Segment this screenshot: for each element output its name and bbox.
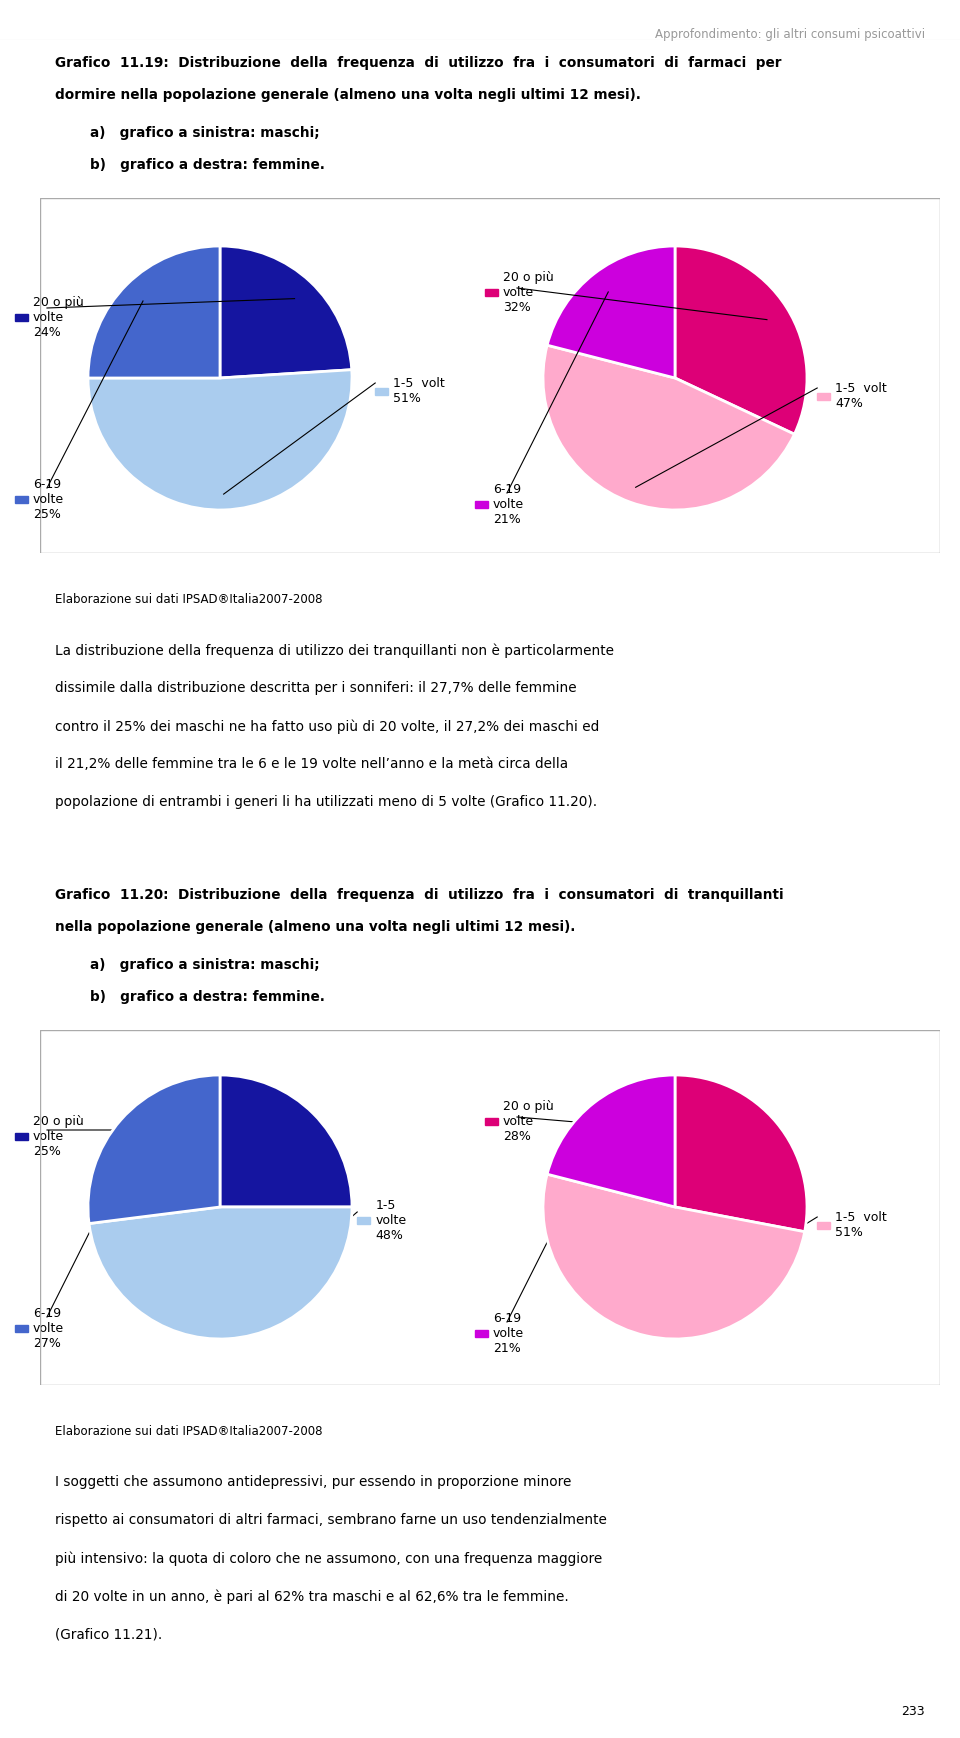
Text: dormire nella popolazione generale (almeno una volta negli ultimi 12 mesi).: dormire nella popolazione generale (alme… — [55, 89, 641, 103]
Text: b)   grafico a destra: femmine.: b) grafico a destra: femmine. — [90, 991, 324, 1005]
Text: 6-19
volte
21%: 6-19 volte 21% — [493, 483, 524, 527]
Bar — [357, 1217, 371, 1224]
Text: I soggetti che assumono antidepressivi, pur essendo in proporzione minore: I soggetti che assumono antidepressivi, … — [55, 1476, 571, 1489]
Text: a)   grafico a sinistra: maschi;: a) grafico a sinistra: maschi; — [90, 958, 320, 972]
Wedge shape — [675, 1076, 807, 1232]
Wedge shape — [220, 1076, 352, 1206]
Bar — [475, 501, 488, 507]
Text: 1-5  volt
51%: 1-5 volt 51% — [394, 377, 444, 405]
Bar — [375, 388, 388, 395]
Text: 233: 233 — [901, 1705, 925, 1717]
Text: nella popolazione generale (almeno una volta negli ultimi 12 mesi).: nella popolazione generale (almeno una v… — [55, 919, 575, 933]
Text: rispetto ai consumatori di altri farmaci, sembrano farne un uso tendenzialmente: rispetto ai consumatori di altri farmaci… — [55, 1514, 607, 1528]
Wedge shape — [547, 1076, 675, 1206]
Text: (Grafico 11.21).: (Grafico 11.21). — [55, 1627, 162, 1641]
Text: il 21,2% delle femmine tra le 6 e le 19 volte nell’anno e la metà circa della: il 21,2% delle femmine tra le 6 e le 19 … — [55, 758, 568, 772]
Bar — [817, 1222, 830, 1229]
Text: 1-5  volt
51%: 1-5 volt 51% — [835, 1211, 887, 1239]
Text: popolazione di entrambi i generi li ha utilizzati meno di 5 volte (Grafico 11.20: popolazione di entrambi i generi li ha u… — [55, 794, 597, 808]
Text: a)   grafico a sinistra: maschi;: a) grafico a sinistra: maschi; — [90, 125, 320, 141]
Wedge shape — [220, 247, 351, 377]
Text: più intensivo: la quota di coloro che ne assumono, con una frequenza maggiore: più intensivo: la quota di coloro che ne… — [55, 1550, 602, 1566]
Text: di 20 volte in un anno, è pari al 62% tra maschi e al 62,6% tra le femmine.: di 20 volte in un anno, è pari al 62% tr… — [55, 1589, 568, 1604]
Text: 20 o più
volte
25%: 20 o più volte 25% — [33, 1114, 84, 1158]
Bar — [485, 289, 498, 295]
Text: Grafico  11.20:  Distribuzione  della  frequenza  di  utilizzo  fra  i  consumat: Grafico 11.20: Distribuzione della frequ… — [55, 888, 783, 902]
Wedge shape — [89, 1206, 352, 1338]
Text: Elaborazione sui dati IPSAD®Italia2007-2008: Elaborazione sui dati IPSAD®Italia2007-2… — [55, 593, 323, 607]
Bar — [15, 1324, 28, 1331]
Wedge shape — [88, 1076, 220, 1224]
Text: 20 o più
volte
28%: 20 o più volte 28% — [503, 1100, 554, 1144]
Text: 6-19
volte
25%: 6-19 volte 25% — [33, 478, 64, 521]
Text: 20 o più
volte
24%: 20 o più volte 24% — [33, 295, 84, 339]
Text: 1-5
volte
48%: 1-5 volte 48% — [375, 1199, 406, 1243]
Text: 6-19
volte
21%: 6-19 volte 21% — [493, 1312, 524, 1356]
Text: Grafico  11.19:  Distribuzione  della  frequenza  di  utilizzo  fra  i  consumat: Grafico 11.19: Distribuzione della frequ… — [55, 56, 781, 70]
Bar — [15, 315, 28, 322]
Text: Elaborazione sui dati IPSAD®Italia2007-2008: Elaborazione sui dati IPSAD®Italia2007-2… — [55, 1425, 323, 1437]
Wedge shape — [547, 247, 675, 377]
Text: dissimile dalla distribuzione descritta per i sonniferi: il 27,7% delle femmine: dissimile dalla distribuzione descritta … — [55, 681, 577, 695]
Wedge shape — [543, 346, 795, 509]
Bar — [485, 1118, 498, 1124]
Text: La distribuzione della frequenza di utilizzo dei tranquillanti non è particolarm: La distribuzione della frequenza di util… — [55, 643, 614, 657]
Wedge shape — [675, 247, 807, 434]
Wedge shape — [88, 370, 352, 509]
Text: 20 o più
volte
32%: 20 o più volte 32% — [503, 271, 554, 315]
Text: 1-5  volt
47%: 1-5 volt 47% — [835, 382, 887, 410]
Bar — [15, 495, 28, 502]
Bar — [475, 1330, 488, 1337]
Text: Approfondimento: gli altri consumi psicoattivi: Approfondimento: gli altri consumi psico… — [655, 28, 925, 42]
Text: 6-19
volte
27%: 6-19 volte 27% — [33, 1307, 64, 1350]
Wedge shape — [88, 247, 220, 377]
Wedge shape — [543, 1175, 804, 1338]
Text: contro il 25% dei maschi ne ha fatto uso più di 20 volte, il 27,2% dei maschi ed: contro il 25% dei maschi ne ha fatto uso… — [55, 720, 599, 733]
Bar — [817, 393, 830, 400]
Text: b)   grafico a destra: femmine.: b) grafico a destra: femmine. — [90, 158, 324, 172]
Bar — [15, 1133, 28, 1140]
